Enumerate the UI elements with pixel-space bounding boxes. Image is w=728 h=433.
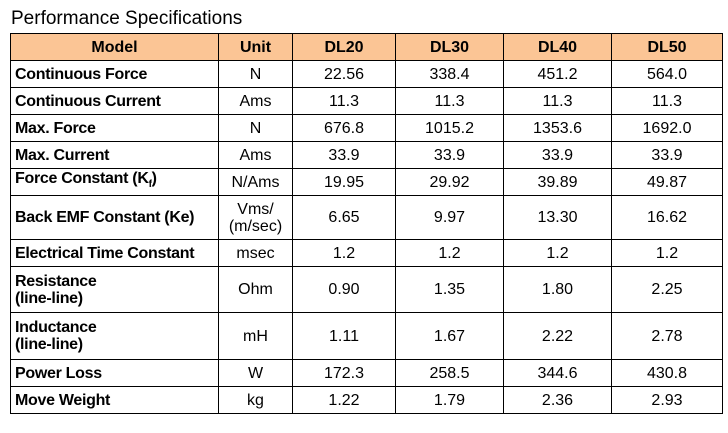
cell: 564.0 <box>611 60 723 88</box>
cell: 1.35 <box>395 266 504 313</box>
table-row: Continuous Current Ams 11.3 11.3 11.3 11.3 <box>10 87 723 115</box>
cell: 13.30 <box>503 195 612 240</box>
row-label: Continuous Force <box>10 60 219 88</box>
cell: 1353.6 <box>503 114 612 142</box>
table-row: Inductance (line-line) mH 1.11 1.67 2.22 2.78 <box>10 312 723 360</box>
spec-table: Model Unit DL20 DL30 DL40 DL50 Continuous For… <box>10 33 723 414</box>
label-part: f <box>148 179 152 191</box>
row-label: Power Loss <box>10 359 219 387</box>
cell: W <box>218 359 293 387</box>
header-row: Model Unit DL20 DL30 DL40 DL50 <box>10 33 723 61</box>
cell: 258.5 <box>395 359 504 387</box>
cell: 6.65 <box>292 195 396 240</box>
cell: 172.3 <box>292 359 396 387</box>
cell: 16.62 <box>611 195 723 240</box>
cell: 11.3 <box>611 87 723 115</box>
table-row: Max. Current Ams 33.9 33.9 33.9 33.9 <box>10 141 723 169</box>
cell: N <box>218 114 293 142</box>
row-label: Resistance (line-line) <box>10 266 219 313</box>
row-label: Back EMF Constant (Ke) <box>10 195 219 240</box>
cell: Ams <box>218 141 293 169</box>
label-part: Force Constant (K <box>15 170 149 188</box>
cell: 11.3 <box>503 87 612 115</box>
cell: Vms/ (m/sec) <box>218 195 293 240</box>
cell: 33.9 <box>395 141 504 169</box>
table-row: Power Loss W 172.3 258.5 344.6 430.8 <box>10 359 723 387</box>
row-label: Force Constant (Kf) <box>10 168 219 196</box>
cell: 338.4 <box>395 60 504 88</box>
column-header: DL50 <box>611 33 723 61</box>
title: Performance Specifications <box>11 8 243 29</box>
cell: 11.3 <box>395 87 504 115</box>
cell: 676.8 <box>292 114 396 142</box>
column-header: Model <box>10 33 219 61</box>
cell: 2.78 <box>611 312 723 360</box>
table-row: Resistance (line-line) Ohm 0.90 1.35 1.80 2.2… <box>10 266 723 313</box>
cell: 2.93 <box>611 386 723 414</box>
table-body: Continuous Force N 22.56 338.4 451.2 564.0 Con… <box>10 60 723 414</box>
cell: 9.97 <box>395 195 504 240</box>
cell: 1.67 <box>395 312 504 360</box>
cell: Ams <box>218 87 293 115</box>
column-header: DL40 <box>503 33 612 61</box>
cell: Ohm <box>218 266 293 313</box>
table-row: Continuous Force N 22.56 338.4 451.2 564.0 <box>10 60 723 88</box>
cell: 49.87 <box>611 168 723 196</box>
label-part: ) <box>151 170 157 188</box>
column-header: DL20 <box>292 33 396 61</box>
cell: 1.2 <box>611 239 723 267</box>
table-row: Move Weight kg 1.22 1.79 2.36 2.93 <box>10 386 723 414</box>
cell: 2.36 <box>503 386 612 414</box>
row-label: Continuous Current <box>10 87 219 115</box>
cell: 2.22 <box>503 312 612 360</box>
cell: 1.2 <box>395 239 504 267</box>
cell: 2.25 <box>611 266 723 313</box>
cell: 1.2 <box>503 239 612 267</box>
cell: msec <box>218 239 293 267</box>
table-row: Max. Force N 676.8 1015.2 1353.6 1692.0 <box>10 114 723 142</box>
row-label: Electrical Time Constant <box>10 239 219 267</box>
cell: 33.9 <box>292 141 396 169</box>
cell: 1.80 <box>503 266 612 313</box>
cell: 0.90 <box>292 266 396 313</box>
cell: mH <box>218 312 293 360</box>
table-row: Back EMF Constant (Ke) Vms/ (m/sec) 6.65 9.… <box>10 195 723 240</box>
cell: N <box>218 60 293 88</box>
cell: 29.92 <box>395 168 504 196</box>
row-label: Max. Current <box>10 141 219 169</box>
cell: 1.11 <box>292 312 396 360</box>
cell: 1.2 <box>292 239 396 267</box>
column-header: DL30 <box>395 33 504 61</box>
cell: N/Ams <box>218 168 293 196</box>
cell: 344.6 <box>503 359 612 387</box>
row-label: Inductance (line-line) <box>10 312 219 360</box>
cell: 33.9 <box>611 141 723 169</box>
cell: 430.8 <box>611 359 723 387</box>
cell: 39.89 <box>503 168 612 196</box>
cell: 451.2 <box>503 60 612 88</box>
column-header: Unit <box>218 33 293 61</box>
cell: 1015.2 <box>395 114 504 142</box>
cell: 19.95 <box>292 168 396 196</box>
cell: 1692.0 <box>611 114 723 142</box>
cell: 33.9 <box>503 141 612 169</box>
cell: 22.56 <box>292 60 396 88</box>
cell: 1.22 <box>292 386 396 414</box>
row-label: Move Weight <box>10 386 219 414</box>
cell: 1.79 <box>395 386 504 414</box>
cell: 11.3 <box>292 87 396 115</box>
table-row: Electrical Time Constant msec 1.2 1.2 1.2 1.2 <box>10 239 723 267</box>
table-row: Force Constant (Kf) N/Ams 19.95 29.92 39.89 4… <box>10 168 723 196</box>
row-label: Max. Force <box>10 114 219 142</box>
cell: kg <box>218 386 293 414</box>
